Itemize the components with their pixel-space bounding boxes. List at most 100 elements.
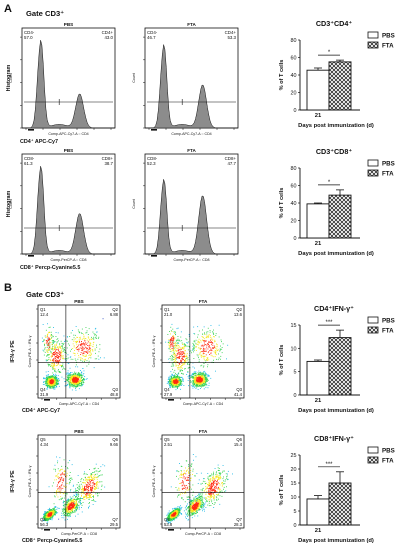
event-dot [168, 361, 170, 363]
event-dot [75, 500, 77, 501]
event-dot [73, 337, 75, 339]
event-dot [218, 353, 219, 355]
event-dot [53, 352, 55, 353]
event-dot [80, 357, 82, 359]
event-dot [47, 371, 49, 372]
quadrant-value: 13.6 [234, 312, 243, 317]
bar-fta [328, 61, 352, 111]
event-dot [195, 379, 196, 380]
event-dot [48, 516, 50, 517]
event-dot [203, 376, 205, 378]
event-dot [205, 379, 207, 381]
event-dot [104, 465, 106, 467]
event-dot [63, 342, 65, 344]
event-dot [189, 378, 190, 379]
event-dot [208, 351, 210, 353]
quadrant-name: Q2 [236, 307, 242, 312]
event-dot [50, 384, 51, 385]
event-dot [179, 379, 181, 380]
event-dot [46, 383, 48, 385]
event-dot [74, 374, 76, 376]
event-dot [84, 338, 86, 340]
event-dot [196, 383, 198, 385]
x-axis-label: Days post immunization (d) [298, 251, 374, 257]
event-dot [54, 376, 56, 378]
event-dot [177, 347, 179, 349]
event-dot [45, 360, 47, 362]
event-dot [220, 339, 222, 341]
event-dot [179, 349, 181, 350]
event-dot [88, 477, 89, 478]
event-dot [64, 339, 66, 341]
event-dot [193, 348, 195, 350]
event-dot [181, 347, 183, 349]
event-dot [78, 356, 80, 358]
event-dot [79, 375, 81, 376]
event-dot [75, 508, 77, 510]
event-dot [88, 487, 89, 489]
event-dot [82, 358, 83, 360]
event-dot [47, 515, 49, 517]
event-dot [209, 350, 211, 351]
event-dot [195, 374, 197, 376]
event-dot [82, 383, 84, 385]
event-dot [80, 500, 82, 502]
event-dot [76, 507, 78, 508]
event-dot [90, 489, 92, 491]
event-dot [184, 350, 186, 352]
event-dot [194, 371, 196, 373]
event-dot [200, 354, 202, 356]
event-dot [89, 494, 91, 496]
event-dot [52, 375, 53, 377]
event-dot [51, 514, 53, 516]
event-dot [182, 378, 184, 380]
event-dot [56, 382, 58, 384]
event-dot [196, 384, 198, 386]
event-dot [53, 513, 55, 514]
event-dot [200, 379, 201, 381]
event-dot [50, 386, 52, 388]
event-dot [77, 496, 79, 497]
event-dot [47, 521, 49, 523]
event-dot [98, 336, 100, 338]
event-dot [61, 345, 63, 347]
event-dot [91, 488, 93, 490]
event-dot [200, 382, 202, 384]
event-dot [54, 344, 56, 346]
event-dot [206, 331, 208, 333]
event-dot [74, 383, 76, 385]
event-dot [54, 376, 55, 378]
event-dot [88, 486, 89, 488]
event-dot [51, 363, 52, 365]
event-dot [206, 384, 208, 386]
axis-marker [168, 399, 174, 401]
event-dot [195, 375, 197, 377]
event-dot [76, 502, 78, 504]
event-dot [80, 379, 81, 381]
event-dot [94, 349, 96, 351]
event-dot [75, 384, 77, 385]
event-dot [54, 513, 56, 515]
axis-marker [28, 255, 34, 257]
event-dot [181, 358, 183, 360]
event-dot [88, 357, 90, 358]
event-dot [55, 376, 56, 378]
event-dot [210, 338, 212, 340]
event-dot [95, 501, 97, 502]
event-dot [206, 358, 208, 360]
event-dot [52, 512, 54, 513]
event-dot [80, 359, 81, 361]
event-dot [177, 384, 178, 385]
event-dot [90, 485, 92, 486]
event-dot [72, 496, 74, 498]
count-axis-label: Count [132, 199, 136, 209]
event-dot [56, 356, 57, 358]
event-dot [47, 359, 49, 361]
event-dot [43, 381, 45, 382]
event-dot [92, 478, 94, 480]
event-dot [52, 387, 54, 389]
event-dot [56, 378, 57, 380]
event-dot [82, 493, 84, 495]
event-dot [50, 379, 52, 381]
event-dot [195, 378, 196, 380]
